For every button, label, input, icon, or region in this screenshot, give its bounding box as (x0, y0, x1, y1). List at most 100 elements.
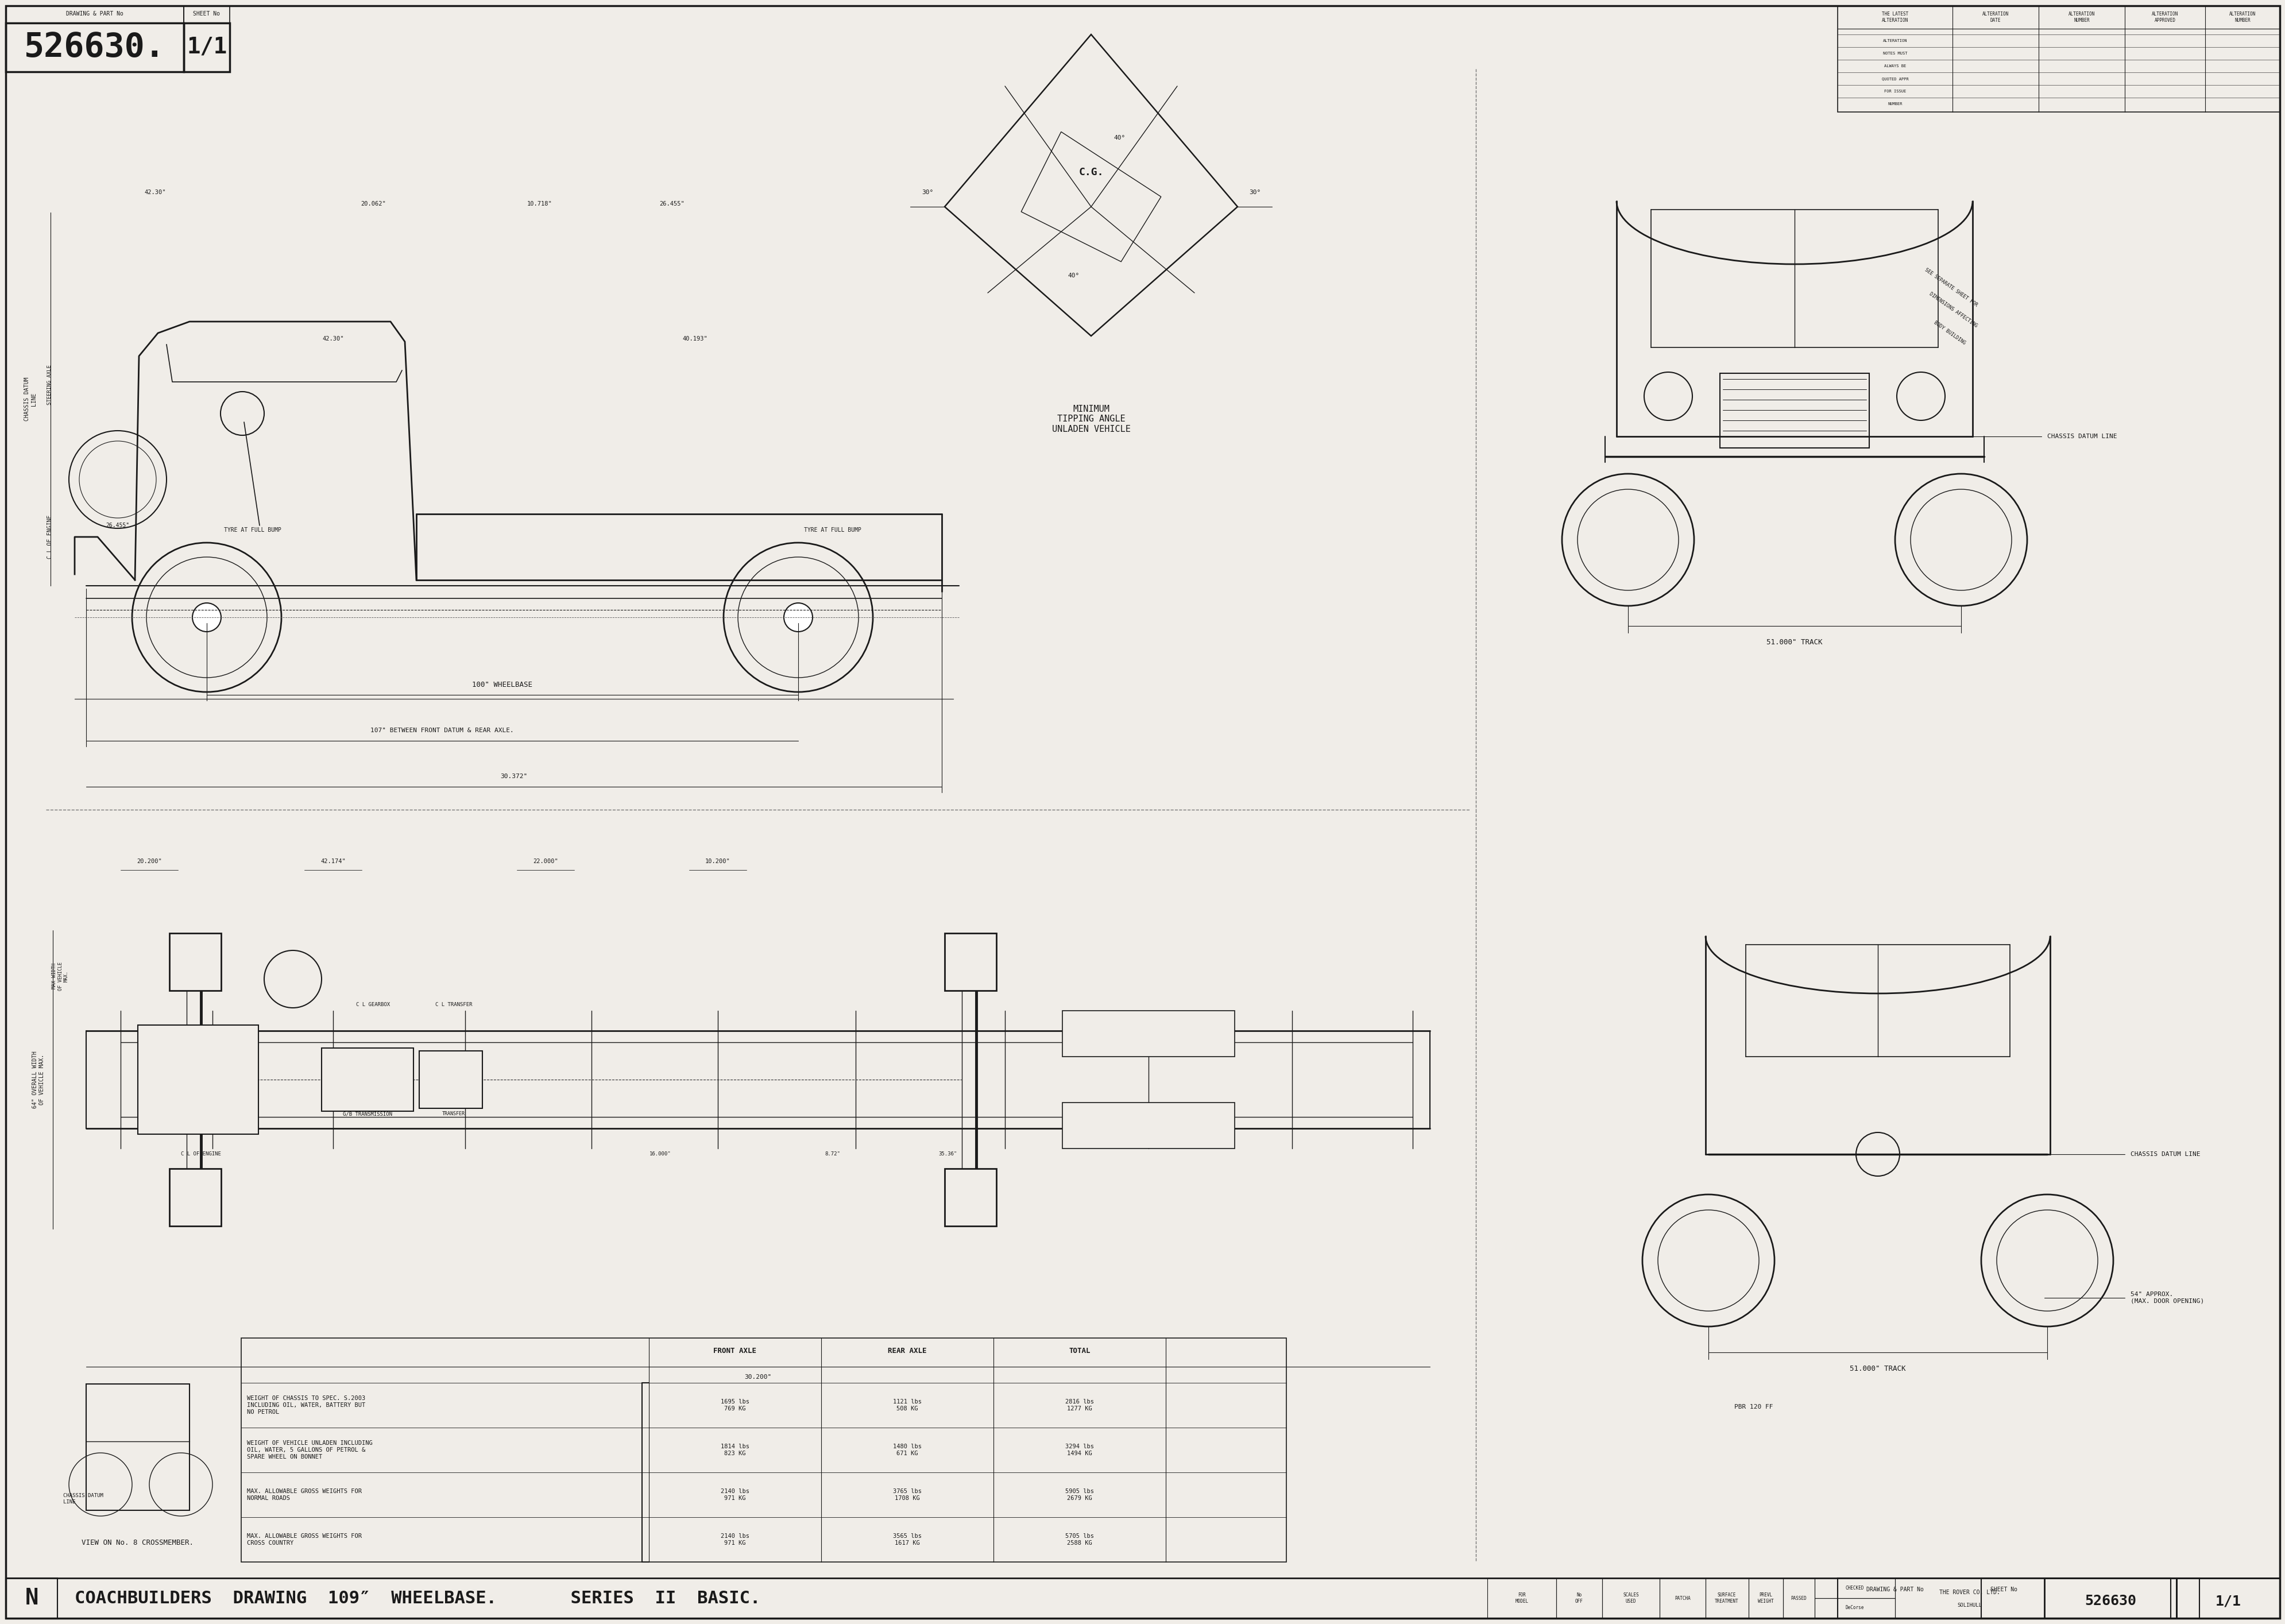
Text: 2140 lbs
971 KG: 2140 lbs 971 KG (720, 1489, 749, 1501)
Text: PREVL
WEIGHT: PREVL WEIGHT (1757, 1593, 1773, 1605)
Bar (1063, 1103, 1234, 1148)
Text: C L OF ENGINE: C L OF ENGINE (48, 515, 53, 559)
Text: MINIMUM
TIPPING ANGLE
UNLADEN VEHICLE: MINIMUM TIPPING ANGLE UNLADEN VEHICLE (1051, 404, 1131, 434)
Text: ALTERATION
DATE: ALTERATION DATE (1981, 11, 2009, 23)
Bar (1488, 1579, 1556, 1618)
Text: NUMBER: NUMBER (1887, 102, 1901, 106)
Text: CHECKED: CHECKED (1844, 1585, 1865, 1590)
Bar (183, 23, 231, 71)
Bar (1894, 1579, 2043, 1618)
Text: COACHBUILDERS  DRAWING  109″  WHEELBASE.       SERIES  II  BASIC.: COACHBUILDERS DRAWING 109″ WHEELBASE. SE… (75, 1590, 761, 1606)
Text: 30.200": 30.200" (745, 1374, 772, 1380)
Text: 20.062": 20.062" (361, 201, 386, 206)
Text: 40.193": 40.193" (683, 336, 708, 341)
Text: 20.200": 20.200" (137, 859, 162, 864)
Text: DRAWING & PART No: DRAWING & PART No (1867, 1587, 1924, 1593)
Text: SEE SEPARATE SHEET FOR: SEE SEPARATE SHEET FOR (1924, 266, 1979, 307)
Text: 30.372": 30.372" (500, 773, 528, 780)
Bar (183, 6, 231, 23)
Text: 526630.: 526630. (25, 31, 165, 63)
Text: BODY BUILDING: BODY BUILDING (1933, 320, 1965, 346)
Bar (1705, 1579, 1748, 1618)
Text: TOTAL: TOTAL (1069, 1346, 1090, 1354)
Bar (1981, 1579, 2198, 1618)
Text: 1814 lbs
823 KG: 1814 lbs 823 KG (720, 1444, 749, 1457)
Text: CHASSIS DATUM LINE: CHASSIS DATUM LINE (2130, 1151, 2200, 1158)
Text: ALWAYS BE: ALWAYS BE (1883, 65, 1906, 68)
Text: ALTERATION
NUMBER: ALTERATION NUMBER (2068, 11, 2095, 23)
Bar (1748, 1579, 1782, 1618)
Text: MAX WIDTH
OF VEHICLE
MAX.: MAX WIDTH OF VEHICLE MAX. (53, 961, 69, 991)
Text: 64" OVERALL WIDTH
OF VEHICLE MAX.: 64" OVERALL WIDTH OF VEHICLE MAX. (32, 1051, 46, 1108)
Text: 26.455": 26.455" (105, 523, 130, 528)
Bar (418, 1051, 482, 1108)
Text: FRONT AXLE: FRONT AXLE (713, 1346, 756, 1354)
Text: FOR ISSUE: FOR ISSUE (1883, 89, 1906, 93)
Text: 40°: 40° (1067, 273, 1079, 278)
Text: G/B TRANSMISSION: G/B TRANSMISSION (343, 1111, 393, 1117)
Text: 40°: 40° (1113, 135, 1124, 141)
Circle shape (1855, 1132, 1899, 1176)
Text: 42.30": 42.30" (322, 336, 343, 341)
Text: 26.455": 26.455" (658, 201, 683, 206)
Bar (169, 1169, 222, 1226)
Text: 5905 lbs
2679 KG: 5905 lbs 2679 KG (1065, 1489, 1095, 1501)
Text: PBR 120 FF: PBR 120 FF (1734, 1405, 1773, 1410)
Bar (944, 1169, 996, 1226)
Text: CHASSIS DATUM
LINE: CHASSIS DATUM LINE (25, 377, 37, 421)
Text: NOTES MUST: NOTES MUST (1883, 52, 1906, 55)
Text: DRAWING & PART No: DRAWING & PART No (66, 11, 123, 16)
Bar (1837, 1579, 2171, 1618)
Bar (7, 1579, 57, 1618)
Text: 30°: 30° (1248, 190, 1261, 195)
Text: SOLIHULL: SOLIHULL (1956, 1603, 1981, 1608)
Text: REAR AXLE: REAR AXLE (889, 1346, 925, 1354)
Text: DeCorse: DeCorse (1844, 1606, 1865, 1611)
Text: SHEET No: SHEET No (1990, 1587, 2018, 1593)
Text: 1480 lbs
671 KG: 1480 lbs 671 KG (893, 1444, 921, 1457)
Text: ALTERATION: ALTERATION (1883, 39, 1906, 42)
Text: 10.718": 10.718" (528, 201, 553, 206)
Text: TRANSFER: TRANSFER (441, 1111, 466, 1117)
Text: PASSED: PASSED (1789, 1595, 1805, 1601)
Text: 2140 lbs
971 KG: 2140 lbs 971 KG (720, 1533, 749, 1546)
Bar (7, 23, 183, 71)
Text: CHASSIS DATUM LINE: CHASSIS DATUM LINE (2047, 434, 2116, 440)
Text: SCALES
USED: SCALES USED (1622, 1593, 1638, 1605)
Text: C L GEARBOX: C L GEARBOX (356, 1002, 391, 1007)
Text: QUOTED APPR: QUOTED APPR (1881, 76, 1908, 81)
Text: PATCHA: PATCHA (1675, 1595, 1691, 1601)
Text: VIEW ON No. 8 CROSSMEMBER.: VIEW ON No. 8 CROSSMEMBER. (82, 1540, 194, 1546)
Text: 10.200": 10.200" (706, 859, 731, 864)
Text: 51.000" TRACK: 51.000" TRACK (1766, 638, 1821, 646)
Text: 30°: 30° (921, 190, 932, 195)
Bar (1814, 1579, 1894, 1598)
Text: 3765 lbs
1708 KG: 3765 lbs 1708 KG (893, 1489, 921, 1501)
Circle shape (784, 603, 813, 632)
Bar (2043, 1579, 2175, 1618)
Text: 42.174": 42.174" (320, 859, 345, 864)
Text: ALTERATION
APPROVED: ALTERATION APPROVED (2150, 11, 2178, 23)
Text: 54" APPROX.
(MAX. DOOR OPENING): 54" APPROX. (MAX. DOOR OPENING) (2130, 1291, 2203, 1304)
Text: 3294 lbs
1494 KG: 3294 lbs 1494 KG (1065, 1444, 1095, 1457)
Bar (242, 1338, 1286, 1562)
Text: 3565 lbs
1617 KG: 3565 lbs 1617 KG (893, 1533, 921, 1546)
Bar (1602, 1579, 1659, 1618)
Bar (2175, 1579, 2278, 1618)
Text: 1/1: 1/1 (187, 36, 226, 58)
Bar (7, 6, 183, 23)
Text: MAX. ALLOWABLE GROSS WEIGHTS FOR
NORMAL ROADS: MAX. ALLOWABLE GROSS WEIGHTS FOR NORMAL … (247, 1489, 361, 1501)
Text: N: N (25, 1587, 39, 1609)
Text: TYRE AT FULL BUMP: TYRE AT FULL BUMP (224, 528, 281, 533)
Text: C.G.: C.G. (1079, 167, 1104, 177)
Text: CHASSIS DATUM
LINE: CHASSIS DATUM LINE (64, 1492, 103, 1504)
Text: STEERING AXLE: STEERING AXLE (48, 365, 53, 404)
Bar (1814, 1598, 1894, 1618)
Text: 8.72": 8.72" (825, 1151, 841, 1156)
Text: 42.30": 42.30" (144, 190, 167, 195)
Text: FOR
MODEL: FOR MODEL (1515, 1593, 1529, 1605)
Circle shape (192, 603, 222, 632)
Bar (1721, 374, 1869, 448)
Text: WEIGHT OF VEHICLE UNLADEN INCLUDING
OIL, WATER, 5 GALLONS OF PETROL &
SPARE WHEE: WEIGHT OF VEHICLE UNLADEN INCLUDING OIL,… (247, 1440, 372, 1460)
Bar (1837, 6, 2278, 112)
